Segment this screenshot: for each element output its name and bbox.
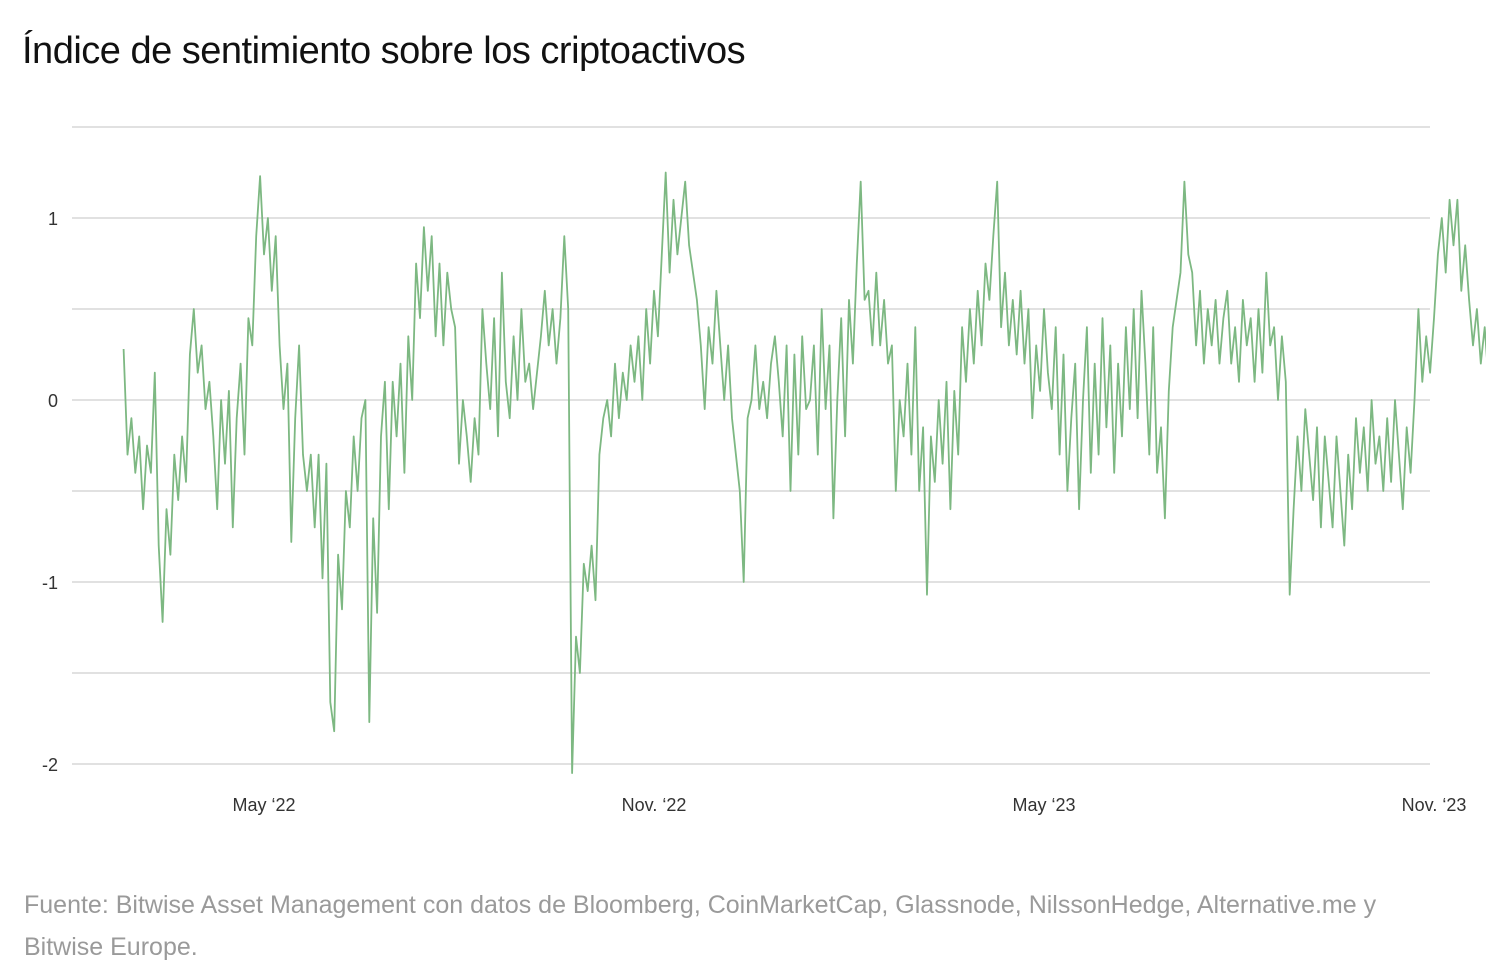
chart-title: Índice de sentimiento sobre los criptoac… [22,30,746,72]
y-tick-label: 0 [48,391,58,411]
series-line-sentiment [122,171,1486,774]
y-tick-label: -2 [42,755,58,775]
series-group [122,171,1486,774]
grid-lines [72,126,1430,765]
x-tick-label: Nov. ‘22 [622,795,687,815]
x-tick-label: Nov. ‘23 [1402,795,1467,815]
y-tick-label: 1 [48,209,58,229]
x-tick-label: May ‘22 [232,795,295,815]
y-tick-label: -1 [42,573,58,593]
source-note: Fuente: Bitwise Asset Management con dat… [24,891,1377,961]
y-axis-ticks: 1 0 -1 -2 [42,209,58,775]
x-tick-label: May ‘23 [1012,795,1075,815]
